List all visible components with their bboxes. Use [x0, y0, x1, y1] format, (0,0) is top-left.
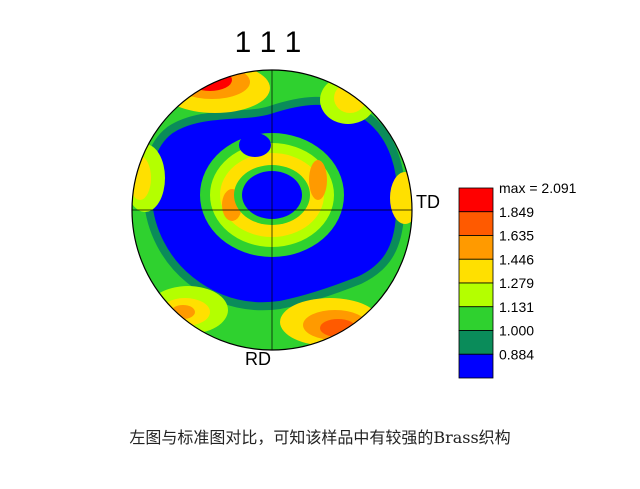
- legend-tick-label: 0.884: [499, 346, 534, 362]
- legend-tick-label: 1.131: [499, 299, 534, 315]
- axis-label-rd: RD: [245, 349, 271, 369]
- legend-swatch: [458, 282, 494, 308]
- legend-tick-label: 1.446: [499, 251, 534, 267]
- legend-swatch: [458, 306, 494, 331]
- legend-tick-label: 1.849: [499, 204, 534, 220]
- legend-swatch: [458, 330, 494, 355]
- legend-tick-label: 1.000: [499, 323, 534, 339]
- legend-swatch: [458, 258, 494, 284]
- legend-tick-label: 1.279: [499, 275, 534, 291]
- legend-max-label: max = 2.091: [499, 180, 577, 196]
- legend-swatch: [458, 187, 494, 213]
- legend-swatch: [458, 211, 494, 236]
- legend-swatch: [458, 235, 494, 260]
- color-legend: max = 2.091 1.849 1.635 1.446 1.279 1.131 1.00…: [458, 180, 577, 379]
- pole-figure-outline: [131, 69, 413, 351]
- legend-swatch: [458, 353, 494, 379]
- legend-tick-label: 1.635: [499, 228, 534, 244]
- pole-figure-plot: [132, 70, 412, 350]
- chart-title: 1 1 1: [235, 26, 302, 59]
- figure-caption: 左图与标准图对比，可知该样品中有较强的Brass织构: [129, 428, 511, 447]
- axis-label-td: TD: [416, 192, 440, 212]
